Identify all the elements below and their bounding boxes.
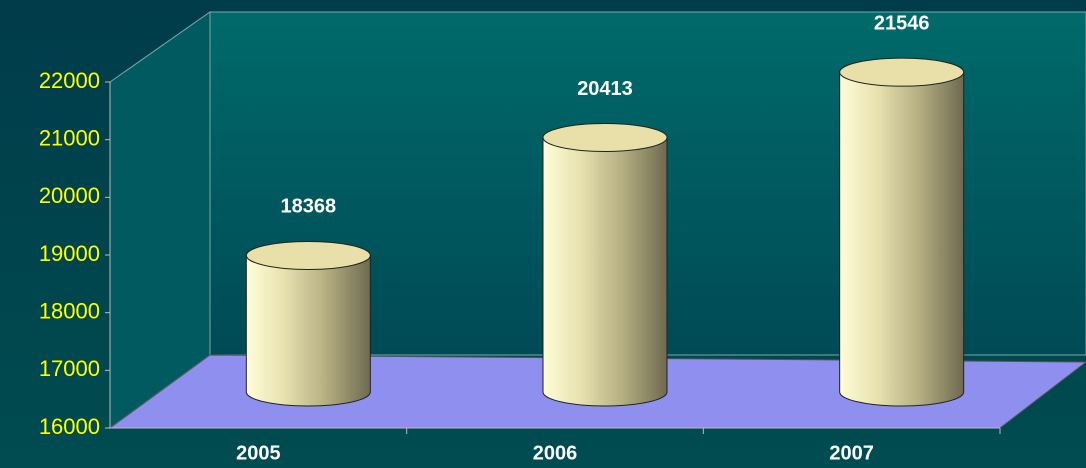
x-tick-label: 2006 bbox=[533, 442, 578, 464]
bar-top bbox=[542, 123, 668, 153]
bar-top bbox=[839, 57, 965, 87]
bar bbox=[542, 137, 668, 407]
y-tick-label: 17000 bbox=[39, 356, 100, 381]
y-tick-label: 16000 bbox=[39, 414, 100, 439]
x-tick-label: 2007 bbox=[829, 442, 874, 464]
bar bbox=[839, 71, 965, 407]
y-tick-label: 18000 bbox=[39, 298, 100, 323]
y-tick-label: 21000 bbox=[39, 125, 100, 150]
value-label: 21546 bbox=[874, 12, 930, 34]
value-label: 18368 bbox=[281, 196, 337, 218]
bar bbox=[245, 254, 371, 407]
bar-top bbox=[245, 240, 371, 270]
y-tick-label: 22000 bbox=[39, 68, 100, 93]
x-tick-label: 2005 bbox=[236, 442, 281, 464]
y-tick-label: 20000 bbox=[39, 183, 100, 208]
y-tick-label: 19000 bbox=[39, 241, 100, 266]
value-label: 20413 bbox=[577, 78, 633, 100]
